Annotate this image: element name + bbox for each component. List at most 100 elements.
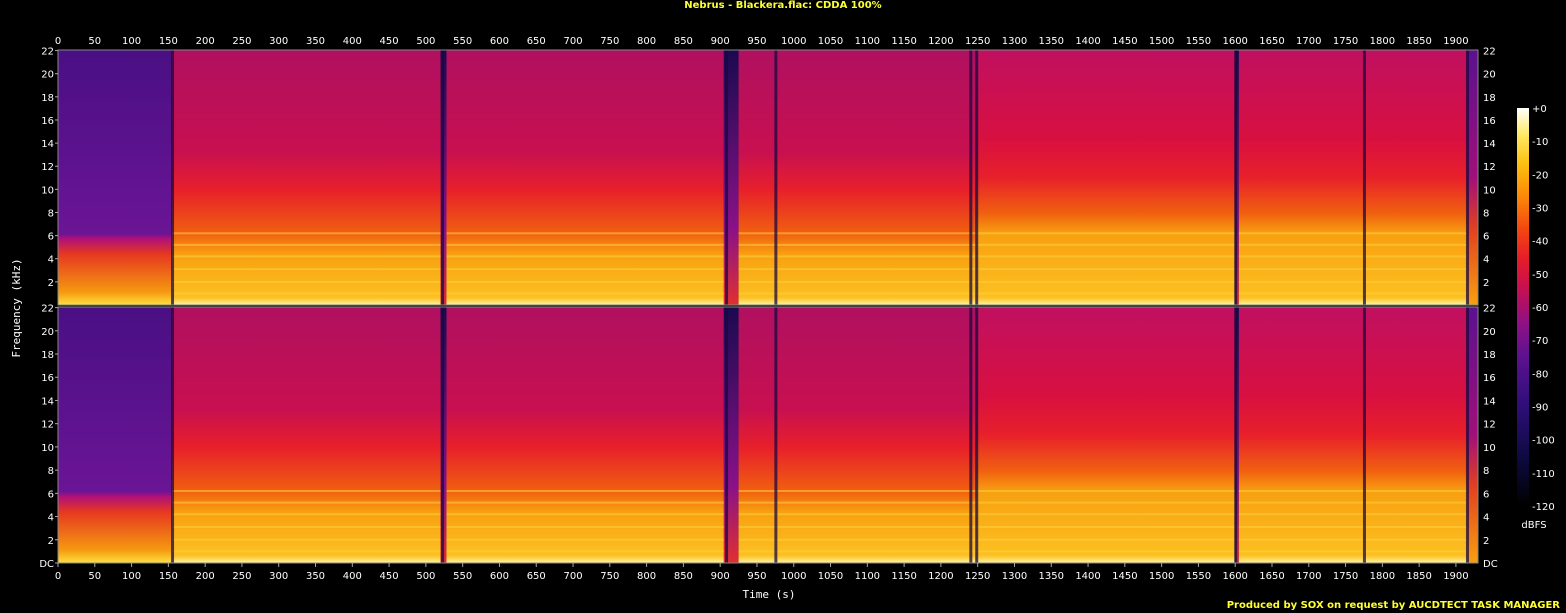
x-tick-label-top: 1050 (818, 36, 843, 47)
x-tick-label: 100 (122, 571, 141, 582)
x-tick-label: 1100 (855, 571, 880, 582)
harmonic-band (172, 538, 441, 541)
y-tick-label-right: 12 (1483, 162, 1496, 173)
harmonic-band (976, 513, 1236, 516)
harmonic-band (738, 513, 977, 516)
footer-credit: Produced by SOX on request by AUCDTECT T… (1226, 600, 1560, 611)
harmonic-band (446, 292, 724, 295)
spectrum-segment (738, 50, 977, 305)
harmonic-band (976, 501, 1236, 504)
spectrum-segment (1466, 50, 1478, 305)
x-tick-label-top: 1700 (1296, 36, 1321, 47)
harmonic-band (976, 255, 1236, 258)
y-tick-label-right: 10 (1483, 185, 1496, 196)
x-tick-label: 700 (563, 571, 582, 582)
y-tick-label-right: 14 (1483, 139, 1496, 150)
y-tick-label-right: 2 (1483, 278, 1489, 289)
x-tick-label: 1150 (891, 571, 916, 582)
x-tick-label: 550 (453, 571, 472, 582)
x-tick-label-top: 1850 (1406, 36, 1431, 47)
y-tick-label: 16 (41, 373, 54, 384)
harmonic-band (1238, 232, 1467, 235)
x-tick-label-top: 1000 (781, 36, 806, 47)
x-tick-label: 1700 (1296, 571, 1321, 582)
silence-line (1362, 307, 1366, 563)
x-tick-label-top: 1750 (1333, 36, 1358, 47)
harmonic-band (446, 513, 724, 516)
y-tick-label-right: 16 (1483, 116, 1496, 127)
harmonic-band (446, 232, 724, 235)
y-axis-label: Frequency (kHz) (10, 258, 23, 357)
x-tick-label-top: 200 (196, 36, 215, 47)
x-tick-label: 1350 (1039, 571, 1064, 582)
colorbar-tick-label: -120 (1532, 502, 1555, 513)
harmonic-band (1238, 292, 1467, 295)
spectrum-segment (1238, 50, 1467, 305)
x-tick-label-top: 1100 (855, 36, 880, 47)
harmonic-band (172, 490, 441, 493)
y-tick-label: 20 (41, 327, 54, 338)
x-tick-label-top: 1900 (1443, 36, 1468, 47)
y-tick-label: 22 (41, 47, 54, 58)
x-tick-label: 1450 (1112, 571, 1137, 582)
x-tick-label-top: 150 (159, 36, 178, 47)
harmonic-band (446, 280, 724, 283)
silence-line (441, 307, 445, 563)
y-tick-label: 4 (48, 255, 54, 266)
harmonic-band (1238, 501, 1467, 504)
x-tick-label: 1850 (1406, 571, 1431, 582)
x-tick-label: 450 (380, 571, 399, 582)
y-tick-label: 10 (41, 443, 54, 454)
harmonic-band (1238, 268, 1467, 271)
x-tick-label-top: 450 (380, 36, 399, 47)
y-tick-label-right: 12 (1483, 420, 1496, 431)
x-tick-label-top: 550 (453, 36, 472, 47)
harmonic-band (446, 243, 724, 246)
colorbar-tick-label: -70 (1532, 336, 1548, 347)
harmonic-band (1238, 538, 1467, 541)
harmonic-band (1238, 490, 1467, 493)
x-tick-label-top: 1150 (891, 36, 916, 47)
y-tick-label-right: 14 (1483, 396, 1496, 407)
harmonic-band (738, 268, 977, 271)
x-tick-label: 950 (747, 571, 766, 582)
x-tick-label-top: 500 (416, 36, 435, 47)
harmonic-band (976, 268, 1236, 271)
colorbar-tick-label: -40 (1532, 237, 1548, 248)
x-tick-label: 1000 (781, 571, 806, 582)
x-tick-label-top: 100 (122, 36, 141, 47)
colorbar-tick-label: -100 (1532, 436, 1555, 447)
spectrum-segment (58, 50, 173, 305)
y-tick-label: DC (39, 559, 54, 570)
harmonic-band (976, 292, 1236, 295)
harmonic-band (738, 243, 977, 246)
harmonic-band (172, 243, 441, 246)
x-tick-label-top: 1450 (1112, 36, 1137, 47)
x-tick-label: 800 (637, 571, 656, 582)
silence-line (1465, 50, 1469, 305)
y-tick-label-right: 16 (1483, 373, 1496, 384)
x-tick-label-top: 250 (232, 36, 251, 47)
harmonic-band (446, 550, 724, 553)
x-tick-label-top: 300 (269, 36, 288, 47)
x-tick-label-top: 650 (527, 36, 546, 47)
silence-line (1362, 50, 1366, 305)
x-tick-label-top: 950 (747, 36, 766, 47)
y-tick-label-right: 18 (1483, 350, 1496, 361)
y-tick-label: 14 (41, 139, 54, 150)
y-tick-label-right: 10 (1483, 443, 1496, 454)
colorbar-tick-label: -30 (1532, 204, 1548, 215)
silence-line (725, 307, 729, 563)
chart-title: Nebrus - Blackera.flac: CDDA 100% (684, 0, 882, 11)
y-tick-label: 16 (41, 116, 54, 127)
harmonic-band (976, 526, 1236, 529)
silence-line (975, 50, 979, 305)
x-tick-label: 300 (269, 571, 288, 582)
y-tick-label-right: 20 (1483, 327, 1496, 338)
x-tick-label: 750 (600, 571, 619, 582)
y-tick-label: 2 (48, 278, 54, 289)
y-tick-label: 20 (41, 70, 54, 81)
harmonic-band (738, 526, 977, 529)
harmonic-band (446, 255, 724, 258)
